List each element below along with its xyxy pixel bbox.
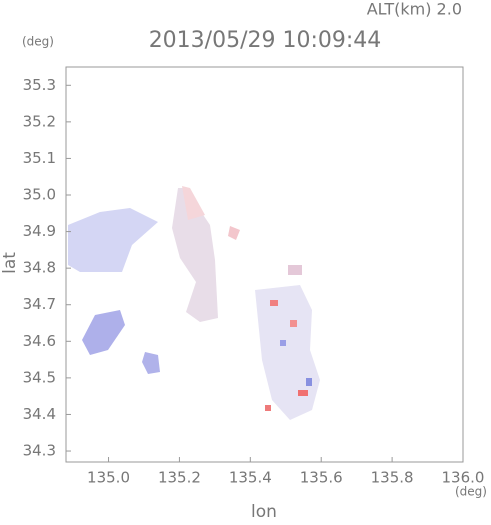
y-tick-label: 35.3: [23, 76, 56, 94]
echo: [280, 340, 286, 346]
echo: [172, 188, 218, 322]
y-tick-label: 35.1: [23, 149, 56, 167]
y-label: lat: [0, 252, 20, 274]
echo: [270, 300, 278, 306]
x-tick-label: 136.0: [442, 469, 485, 487]
chart-title: 2013/05/29 10:09:44: [149, 28, 382, 53]
y-tick-label: 34.9: [23, 222, 56, 240]
y-tick-label: 34.7: [23, 295, 56, 313]
x-label: lon: [251, 502, 277, 521]
echo: [82, 310, 125, 355]
echo: [290, 320, 297, 327]
y-tick-label: 35.0: [23, 186, 56, 204]
x-tick-label: 135.6: [300, 469, 343, 487]
echo-field: [68, 186, 320, 420]
echo: [265, 405, 271, 411]
y-tick-label: 34.5: [23, 368, 56, 386]
echo: [142, 352, 160, 374]
y-tick-label: 34.4: [23, 405, 56, 423]
echo: [288, 265, 302, 275]
y-unit: (deg): [22, 35, 54, 49]
x-tick-label: 135.8: [371, 469, 414, 487]
x-tick-label: 135.2: [158, 469, 201, 487]
echo: [68, 208, 158, 272]
altitude: ALT(km) 2.0: [367, 0, 462, 19]
echo: [306, 378, 312, 386]
echo: [255, 285, 320, 420]
y-tick-label: 34.8: [23, 259, 56, 277]
echo: [298, 390, 308, 396]
plot-frame: [65, 66, 464, 463]
y-tick-label: 34.3: [23, 442, 56, 460]
x-unit: (deg): [455, 485, 487, 499]
y-tick-label: 35.2: [23, 112, 56, 130]
x-tick-label: 135.0: [87, 469, 130, 487]
y-tick-label: 34.6: [23, 332, 56, 350]
echo: [228, 226, 240, 240]
echo: [182, 186, 205, 220]
x-tick-label: 135.4: [229, 469, 272, 487]
